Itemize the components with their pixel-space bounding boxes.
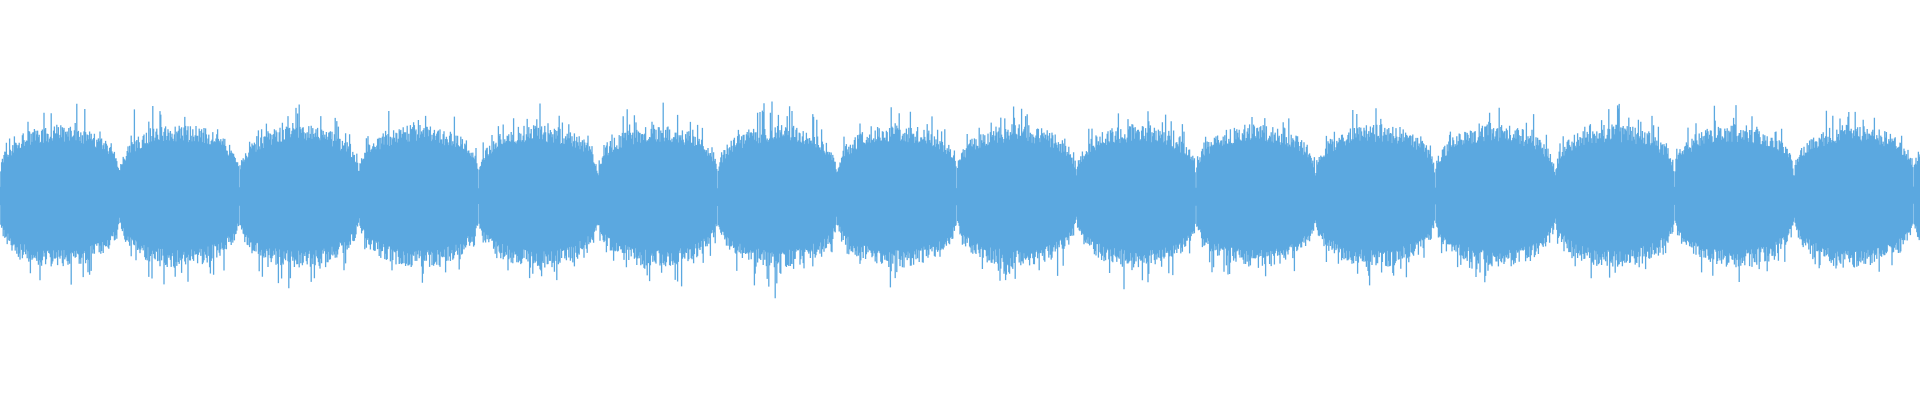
- waveform: [0, 101, 1920, 299]
